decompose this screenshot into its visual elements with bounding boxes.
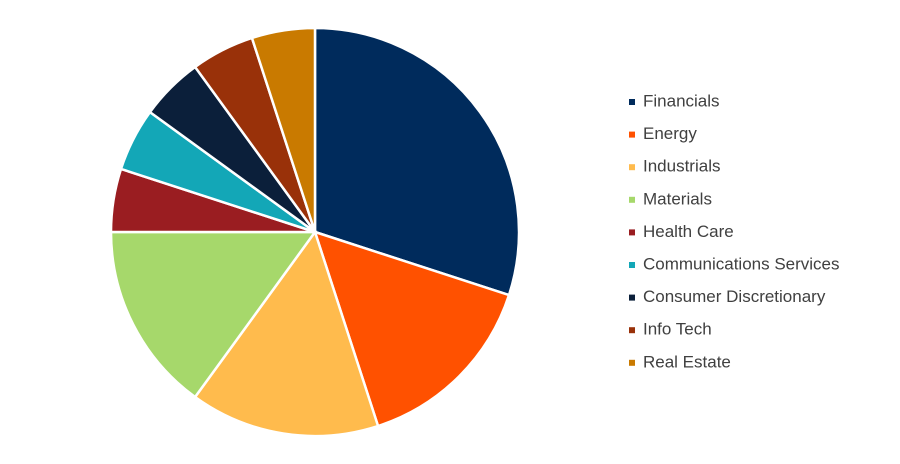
legend-label: Financials [643, 91, 720, 110]
pie-slice [109, 230, 318, 399]
legend-marker [629, 164, 635, 171]
legend-label: Info Tech [643, 320, 712, 339]
legend-label: Consumer Discretionary [643, 287, 826, 306]
legend-marker [629, 229, 635, 236]
pie-slice [193, 229, 380, 438]
legend-label: Materials [643, 189, 712, 208]
legend-label: Communications Services [643, 254, 840, 273]
pie-slice [313, 26, 521, 297]
legend-marker [629, 262, 635, 268]
legend-marker [629, 196, 635, 203]
legend-label: Real Estate [643, 352, 731, 371]
legend-marker [629, 327, 635, 334]
legend-marker [629, 359, 635, 366]
legend-label: Health Care [643, 222, 734, 241]
pie-slice [250, 26, 317, 233]
legend-label: Energy [643, 124, 697, 143]
legend-label: Industrials [643, 157, 720, 176]
legend-marker [629, 294, 635, 301]
legend-marker [629, 99, 635, 105]
legend-marker [629, 131, 635, 138]
